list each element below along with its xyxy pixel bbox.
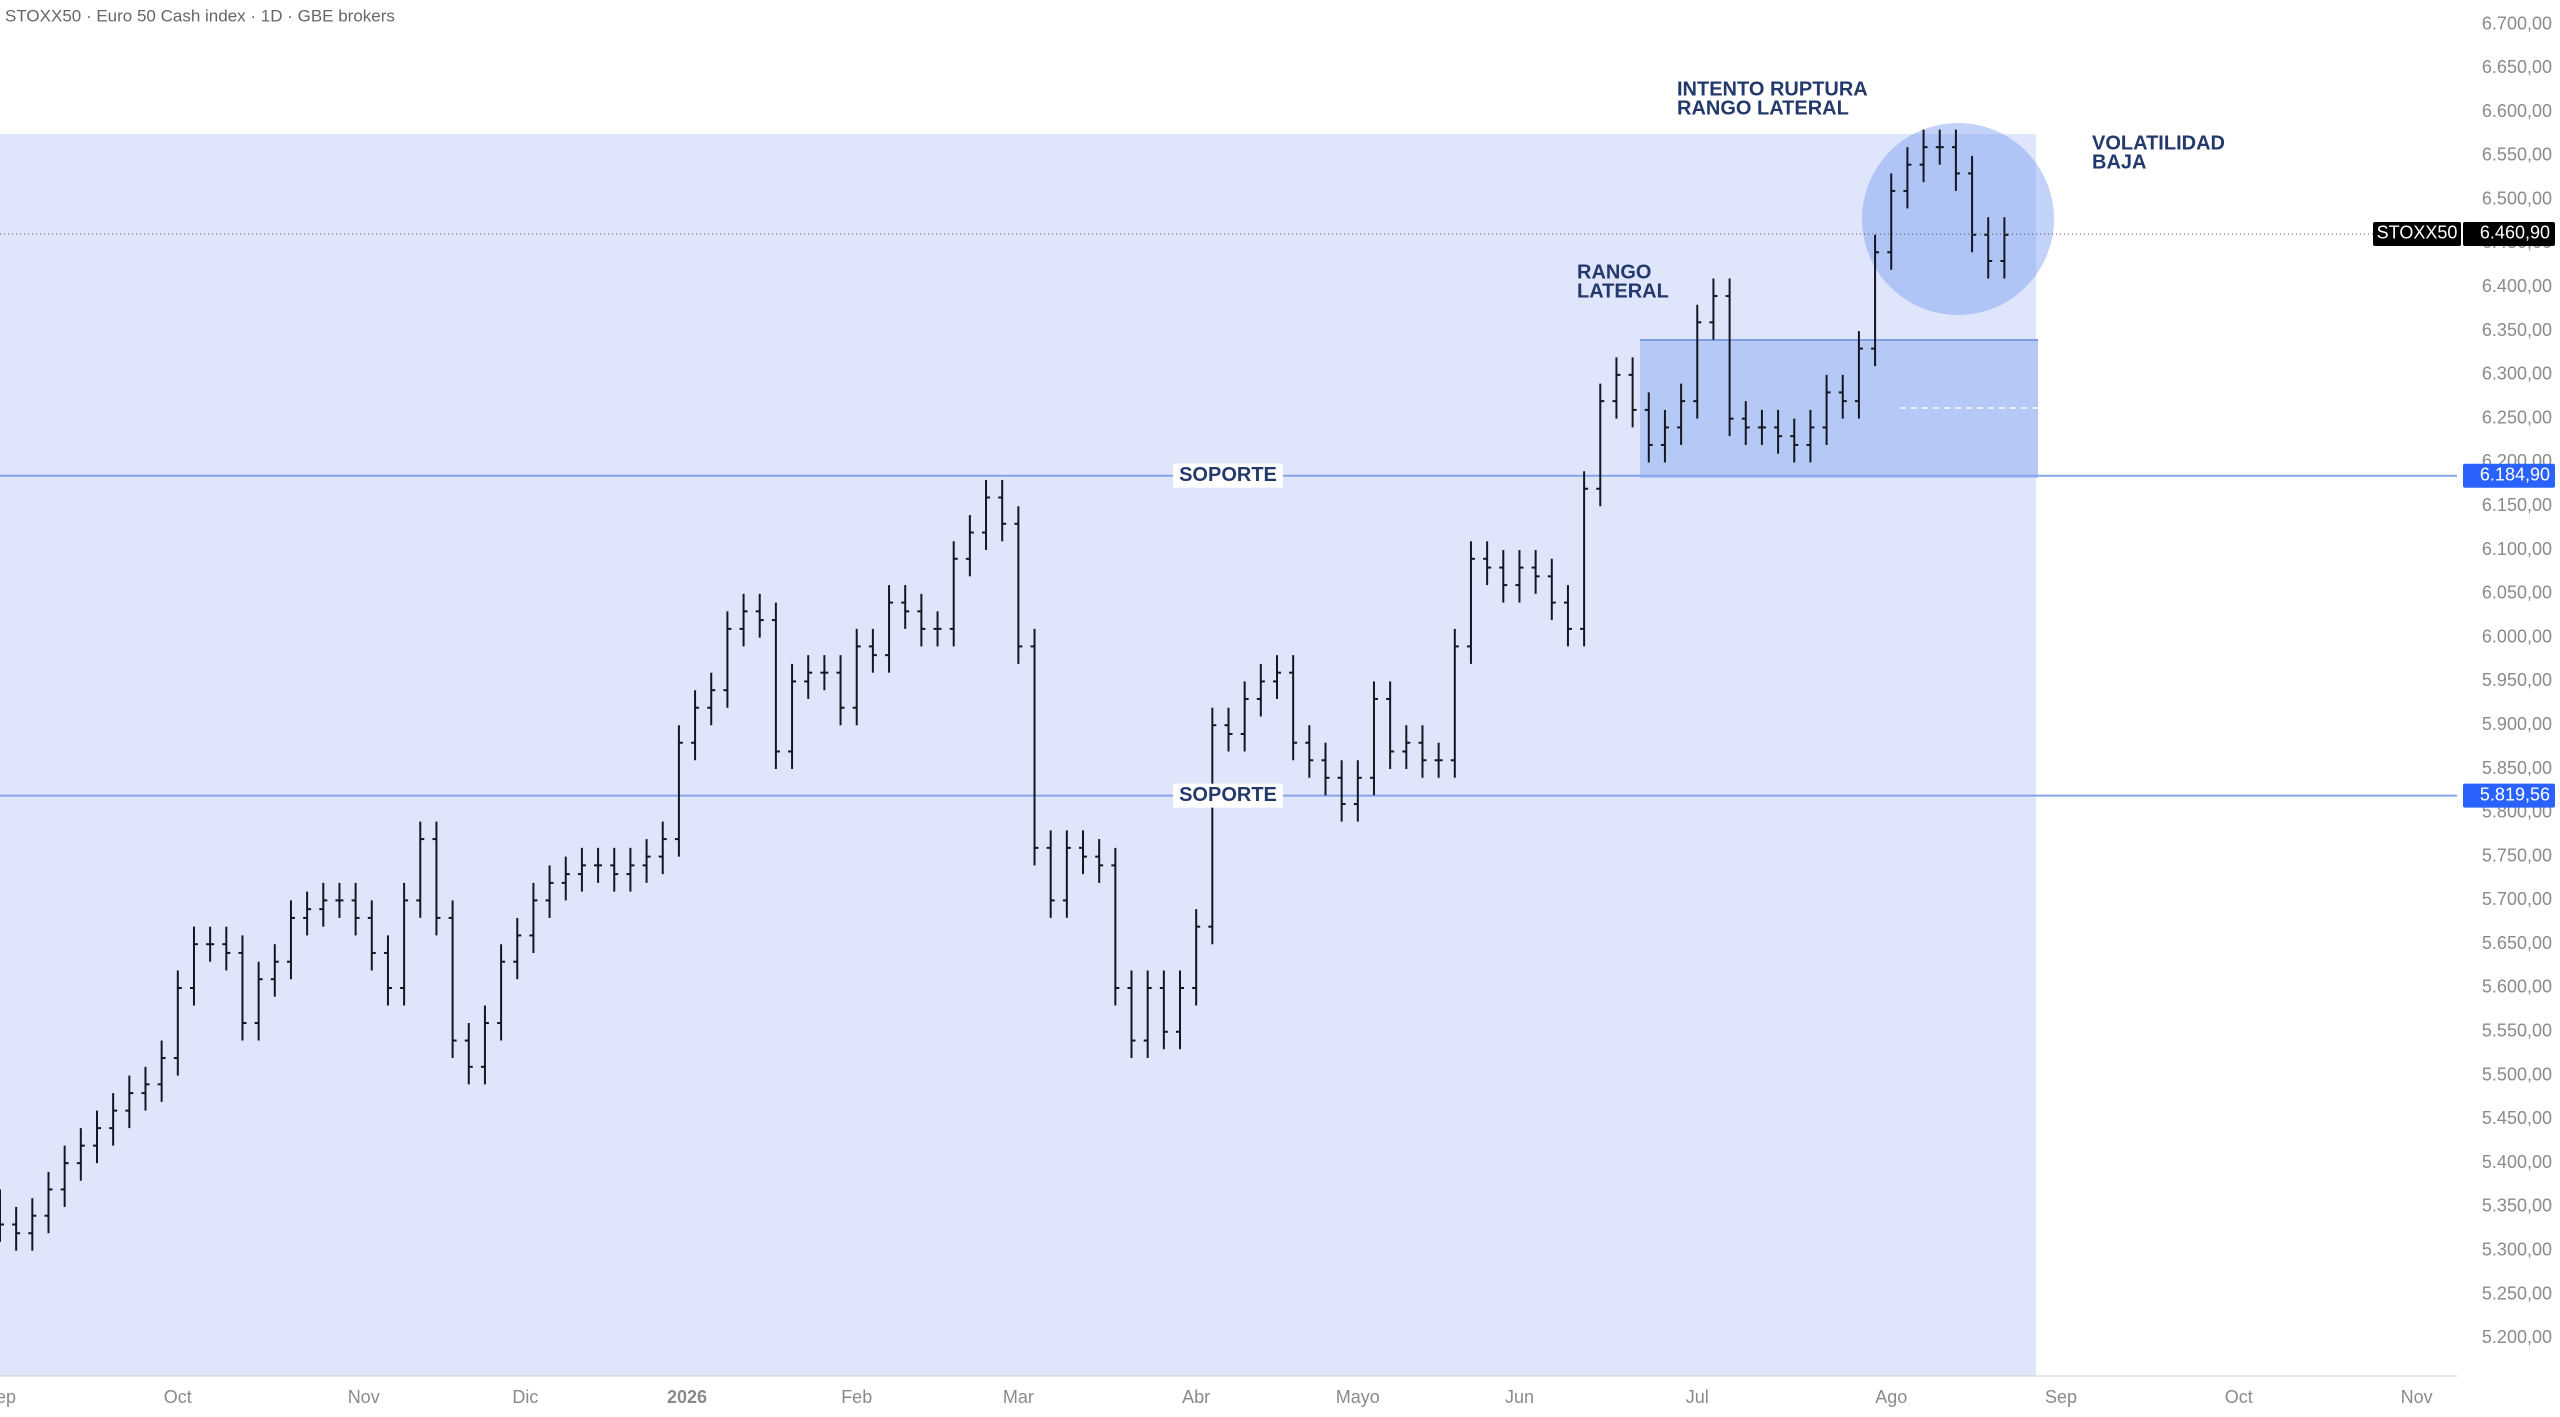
y-tick-label: 5.850,00 [2482,758,2552,778]
annotation: INTENTO RUPTURA [1677,78,1868,100]
highlight-zone [0,134,2036,1376]
y-tick-label: 5.600,00 [2482,977,2552,997]
y-tick-label: 6.250,00 [2482,407,2552,427]
y-tick-label: 6.600,00 [2482,101,2552,121]
y-tick-label: 5.400,00 [2482,1152,2552,1172]
y-tick-label: 6.700,00 [2482,13,2552,33]
last-price-label-bg [2463,221,2555,246]
y-tick-label: 5.450,00 [2482,1108,2552,1128]
support-text-bg [1173,463,1283,488]
annotation: RANGO LATERAL [1677,97,1849,119]
x-tick-label: Oct [164,1387,192,1407]
x-tick-label: Jun [1505,1387,1534,1407]
annotation: RANGO [1577,261,1651,283]
level-label: 6.184,90 [2480,464,2550,484]
y-tick-label: 5.650,00 [2482,933,2552,953]
x-tick-label: 2026 [667,1387,707,1407]
x-tick-label: Jul [1686,1387,1709,1407]
x-tick-label: Dic [512,1387,538,1407]
x-tick-label: Nov [2401,1387,2433,1407]
annotation: LATERAL [1577,280,1669,302]
y-tick-label: 6.100,00 [2482,539,2552,559]
y-tick-label: 6.350,00 [2482,320,2552,340]
support-text: SOPORTE [1179,784,1277,806]
y-tick-label: 5.500,00 [2482,1064,2552,1084]
symbol-label-bg [2373,221,2461,246]
x-tick-label: Feb [841,1387,872,1407]
last-price-label: 6.460,90 [2480,223,2550,243]
y-tick-label: 5.950,00 [2482,670,2552,690]
y-tick-label: 6.300,00 [2482,364,2552,384]
y-tick-label: 5.300,00 [2482,1239,2552,1259]
volatility-circle [1862,123,2054,315]
support-text-bg [1173,783,1283,808]
y-tick-label: 6.500,00 [2482,188,2552,208]
annotation: VOLATILIDAD [2092,132,2225,154]
y-tick-label: 5.550,00 [2482,1021,2552,1041]
annotation: BAJA [2092,151,2146,173]
y-tick-label: 6.550,00 [2482,145,2552,165]
y-tick-label: 5.700,00 [2482,889,2552,909]
y-tick-label: 5.900,00 [2482,714,2552,734]
x-tick-label: Mayo [1336,1387,1380,1407]
symbol-label: STOXX50 [2377,223,2458,243]
x-tick-label: Sep [0,1387,16,1407]
y-tick-label: 5.350,00 [2482,1196,2552,1216]
y-tick-label: 5.200,00 [2482,1327,2552,1347]
y-tick-label: 6.000,00 [2482,626,2552,646]
x-tick-label: Sep [2045,1387,2077,1407]
x-tick-label: Abr [1182,1387,1210,1407]
y-tick-label: 6.650,00 [2482,57,2552,77]
y-tick-label: 5.250,00 [2482,1283,2552,1303]
x-tick-label: Oct [2225,1387,2253,1407]
y-tick-label: 6.050,00 [2482,583,2552,603]
y-tick-label: 6.400,00 [2482,276,2552,296]
x-tick-label: Nov [348,1387,380,1407]
level-label-bg [2463,783,2555,808]
level-label-bg [2463,463,2555,488]
chart-title: STOXX50 · Euro 50 Cash index · 1D · GBE … [5,6,395,25]
level-label: 5.819,56 [2480,784,2550,804]
support-text: SOPORTE [1179,464,1277,486]
x-tick-label: Ago [1875,1387,1907,1407]
y-tick-label: 5.750,00 [2482,845,2552,865]
y-tick-label: 6.150,00 [2482,495,2552,515]
x-tick-label: Mar [1003,1387,1034,1407]
